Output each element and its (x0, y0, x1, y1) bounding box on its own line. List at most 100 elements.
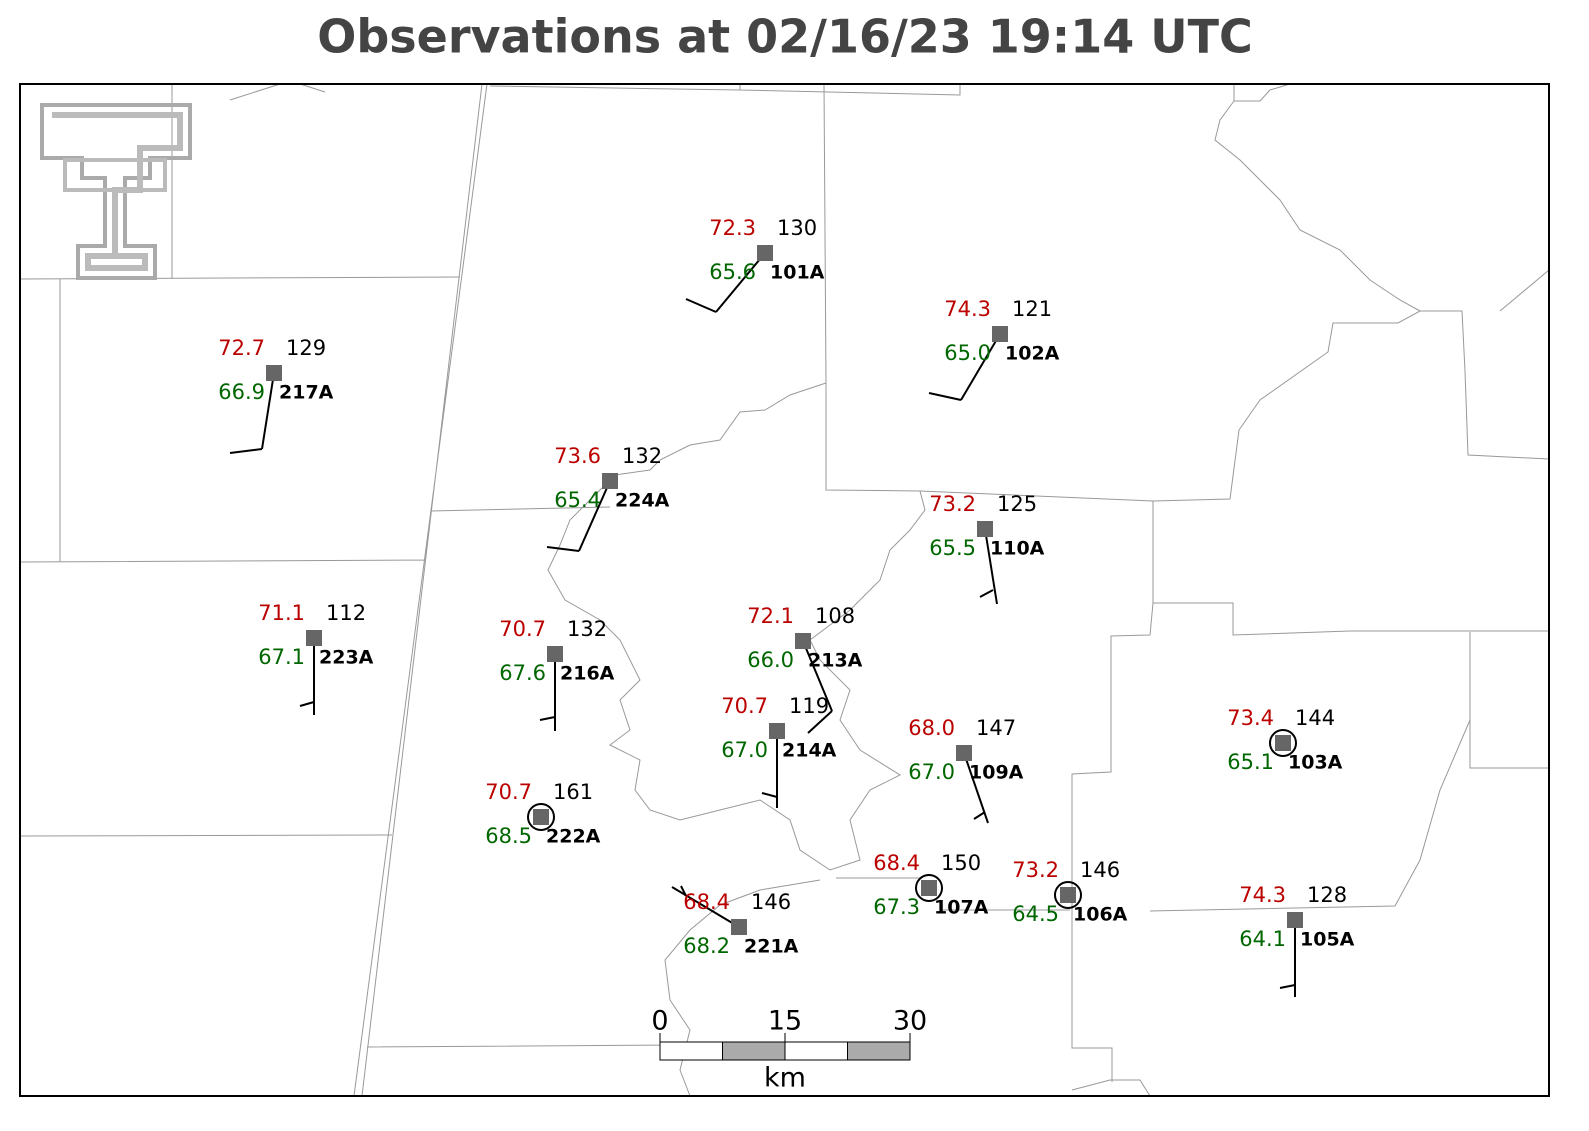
temperature: 73.6 (554, 444, 601, 468)
wind-staff (715, 252, 766, 313)
station-marker (533, 809, 549, 825)
dewpoint: 67.3 (873, 895, 920, 919)
dewpoint: 65.6 (709, 260, 756, 284)
logo (40, 103, 192, 280)
station-id: 103A (1288, 752, 1343, 774)
county-lines (19, 83, 1550, 1097)
wind-staff (960, 333, 1001, 401)
pressure: 132 (622, 444, 662, 468)
station-id: 105A (1300, 929, 1355, 951)
wind-barb (807, 710, 833, 734)
dewpoint: 64.5 (1012, 902, 1059, 926)
temperature: 68.4 (683, 890, 730, 914)
wind-barb (539, 716, 556, 721)
scale-label: 15 (768, 1006, 802, 1037)
wind-staff (578, 480, 611, 552)
temperature: 70.7 (499, 617, 546, 641)
temperature: 73.2 (929, 492, 976, 516)
temperature: 71.1 (258, 601, 305, 625)
dewpoint: 66.9 (218, 380, 265, 404)
dewpoint: 65.5 (929, 536, 976, 560)
calm-circle (527, 803, 555, 831)
station-id: 214A (782, 740, 837, 762)
temperature: 74.3 (1239, 883, 1286, 907)
wind-barb (546, 546, 580, 552)
wind-barb (685, 298, 717, 313)
station-marker (306, 630, 322, 646)
station-id: 221A (744, 936, 799, 958)
pressure: 147 (976, 716, 1016, 740)
station-id: 222A (546, 826, 601, 848)
pressure: 112 (326, 601, 366, 625)
station-id: 110A (990, 538, 1045, 560)
dewpoint: 65.0 (944, 341, 991, 365)
dewpoint: 67.0 (721, 738, 768, 762)
station-id: 217A (279, 382, 334, 404)
station-id: 101A (770, 262, 825, 284)
station-id: 107A (934, 897, 989, 919)
dewpoint: 66.0 (747, 648, 794, 672)
station-marker (956, 745, 972, 761)
pressure: 119 (789, 694, 829, 718)
station-marker (1287, 912, 1303, 928)
wind-staff (802, 640, 833, 712)
pressure: 129 (286, 336, 326, 360)
scale-label: 30 (893, 1006, 927, 1037)
station-marker (547, 646, 563, 662)
station-marker (977, 521, 993, 537)
dewpoint: 65.4 (554, 488, 601, 512)
station-id: 223A (319, 647, 374, 669)
wind-barb (973, 811, 986, 820)
temperature: 72.7 (218, 336, 265, 360)
dewpoint: 68.5 (485, 824, 532, 848)
pressure: 161 (553, 780, 593, 804)
pressure: 144 (1295, 706, 1335, 730)
station-marker (992, 326, 1008, 342)
scale-unit: km (764, 1063, 806, 1094)
calm-circle (915, 874, 943, 902)
dewpoint: 65.1 (1227, 750, 1274, 774)
wind-barb (928, 392, 962, 401)
stations: 72.3 130 65.6 101A 74.3 121 65.0 102A 72.7 129 66.… (218, 216, 1355, 997)
wind-barb (979, 589, 994, 598)
station-marker (731, 919, 747, 935)
temperature: 72.3 (709, 216, 756, 240)
station-id: 109A (969, 762, 1024, 784)
pressure: 132 (567, 617, 607, 641)
dewpoint: 67.0 (908, 760, 955, 784)
temperature: 73.2 (1012, 858, 1059, 882)
station-id: 102A (1005, 343, 1060, 365)
station-marker (1060, 887, 1076, 903)
pressure: 121 (1012, 297, 1052, 321)
scale-label: 0 (651, 1006, 668, 1037)
dewpoint: 67.6 (499, 661, 546, 685)
temperature: 68.4 (873, 851, 920, 875)
station-marker (757, 245, 773, 261)
wind-barb (299, 701, 315, 707)
wind-staff (963, 752, 989, 824)
station-id: 213A (808, 650, 863, 672)
station-marker (921, 880, 937, 896)
map-frame (19, 83, 1550, 1097)
dewpoint: 68.2 (683, 934, 730, 958)
wind-barb (680, 885, 687, 897)
dewpoint: 64.1 (1239, 927, 1286, 951)
calm-circle (1054, 881, 1082, 909)
pressure: 146 (751, 890, 791, 914)
wind-staff (671, 886, 740, 928)
title: Observations at 02/16/23 19:14 UTC (317, 10, 1252, 64)
temperature: 74.3 (944, 297, 991, 321)
wind-staff (984, 528, 998, 605)
temperature: 68.0 (908, 716, 955, 740)
scale-bar: 0 15 30 km (651, 1006, 927, 1094)
station-marker (1275, 735, 1291, 751)
station-marker (266, 365, 282, 381)
pressure: 125 (997, 492, 1037, 516)
station-marker (602, 473, 618, 489)
pressure: 146 (1080, 858, 1120, 882)
station-marker (795, 633, 811, 649)
wind-staff (261, 372, 275, 450)
temperature: 73.4 (1227, 706, 1274, 730)
calm-circle (1269, 729, 1297, 757)
